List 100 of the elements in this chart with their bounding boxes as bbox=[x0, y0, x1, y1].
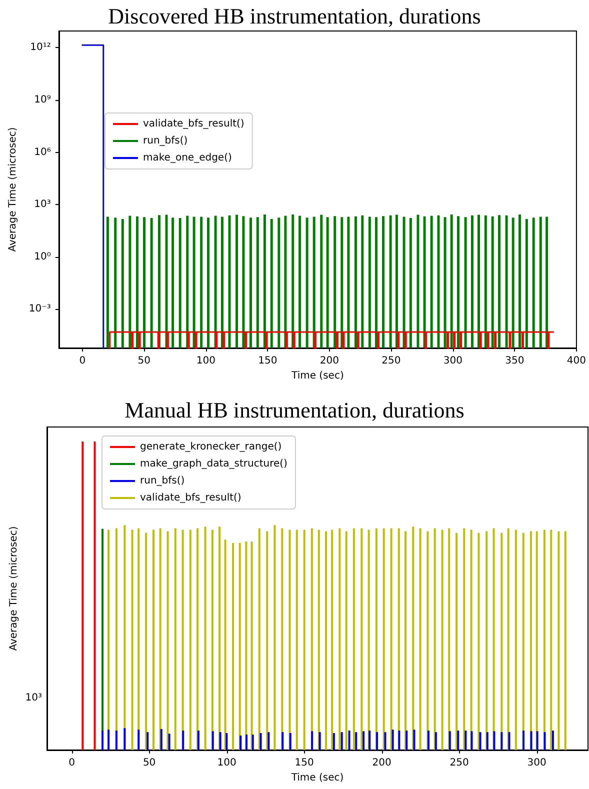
y-tick-label: 10⁶ bbox=[34, 146, 51, 158]
bar bbox=[558, 531, 560, 750]
x-tick-label: 400 bbox=[566, 356, 586, 366]
x-tick-label: 200 bbox=[372, 758, 392, 768]
bar bbox=[282, 732, 284, 750]
bar bbox=[552, 730, 554, 750]
bar bbox=[266, 531, 268, 750]
bar bbox=[493, 731, 496, 750]
bar bbox=[246, 734, 248, 750]
bar bbox=[448, 731, 451, 750]
bar bbox=[530, 531, 532, 750]
bar bbox=[479, 732, 482, 750]
bar bbox=[331, 530, 334, 750]
bar bbox=[507, 528, 510, 750]
bar bbox=[274, 525, 276, 750]
x-tick-label: 0 bbox=[68, 758, 75, 768]
bar bbox=[543, 530, 546, 750]
chart-title: Manual HB instrumentation, durations bbox=[124, 398, 464, 422]
bar bbox=[268, 732, 270, 750]
bar bbox=[448, 528, 450, 750]
x-axis-title: Time (sec) bbox=[290, 772, 344, 784]
x-tick-label: 50 bbox=[142, 758, 156, 768]
bar bbox=[536, 731, 538, 750]
legend-label: run_bfs() bbox=[143, 136, 188, 146]
x-tick-label: 100 bbox=[217, 758, 236, 768]
bar bbox=[360, 528, 363, 750]
bar bbox=[250, 541, 253, 750]
bar bbox=[348, 730, 350, 750]
legend-label: run_bfs() bbox=[140, 476, 185, 486]
bar bbox=[197, 730, 200, 750]
bar bbox=[204, 526, 206, 750]
chart-title: Discovered HB instrumentation, durations bbox=[108, 4, 481, 28]
legend-label: generate_kronecker_range() bbox=[140, 442, 282, 452]
legend-label: make_graph_data_structure() bbox=[140, 458, 288, 470]
bar bbox=[82, 442, 84, 750]
x-tick-label: 0 bbox=[79, 356, 86, 366]
bar bbox=[145, 532, 148, 750]
x-tick-label: 150 bbox=[294, 758, 314, 768]
bar bbox=[345, 531, 348, 750]
legend-label: validate_bfs_result() bbox=[143, 118, 244, 130]
legend-label: make_one_edge() bbox=[143, 152, 232, 164]
bar bbox=[219, 732, 222, 750]
bar bbox=[355, 732, 358, 750]
bar bbox=[159, 528, 162, 750]
bar bbox=[390, 528, 392, 750]
bar bbox=[296, 530, 298, 750]
bar bbox=[311, 731, 314, 750]
bar bbox=[168, 734, 170, 750]
bar bbox=[544, 732, 546, 750]
bar bbox=[218, 526, 221, 750]
bar bbox=[332, 733, 335, 750]
bar bbox=[536, 531, 538, 750]
bar bbox=[376, 732, 378, 750]
y-tick-label: 10⁻³ bbox=[28, 304, 51, 315]
bar bbox=[398, 730, 400, 750]
bar bbox=[115, 730, 118, 750]
x-tick-label: 200 bbox=[320, 356, 339, 366]
bar bbox=[232, 542, 234, 750]
bar bbox=[514, 530, 517, 750]
bar bbox=[412, 526, 414, 750]
bar bbox=[427, 730, 430, 750]
bar bbox=[368, 530, 370, 750]
x-tick-label: 250 bbox=[450, 758, 469, 768]
bar bbox=[146, 732, 149, 750]
x-tick-label: 150 bbox=[258, 356, 278, 366]
y-tick-label: 10⁰ bbox=[34, 251, 51, 262]
bar bbox=[325, 531, 328, 750]
bar bbox=[131, 530, 134, 750]
bar bbox=[318, 530, 320, 750]
bar bbox=[434, 528, 436, 750]
bar bbox=[522, 730, 525, 750]
y-tick-label: 10¹² bbox=[30, 42, 51, 54]
bar bbox=[340, 732, 343, 750]
x-tick-label: 250 bbox=[382, 356, 401, 366]
bar bbox=[196, 528, 199, 750]
bar bbox=[413, 730, 416, 750]
bar bbox=[550, 530, 552, 750]
bar bbox=[470, 731, 473, 750]
bar bbox=[441, 530, 444, 750]
x-tick-label: 50 bbox=[138, 356, 151, 366]
bar bbox=[138, 730, 140, 750]
bar bbox=[338, 528, 341, 750]
x-tick-label: 300 bbox=[443, 356, 462, 366]
bar bbox=[456, 532, 458, 750]
y-axis-title: Average Time (microsec) bbox=[8, 127, 18, 252]
bar bbox=[174, 528, 176, 750]
bar bbox=[182, 730, 184, 750]
bar bbox=[101, 730, 104, 750]
bar bbox=[160, 729, 162, 750]
bar bbox=[434, 732, 437, 750]
bar bbox=[508, 732, 510, 750]
x-tick-label: 350 bbox=[505, 356, 524, 366]
bar bbox=[238, 542, 241, 750]
bar bbox=[478, 532, 480, 750]
bar bbox=[384, 732, 386, 750]
bar bbox=[303, 530, 306, 750]
bar bbox=[419, 528, 422, 750]
bar bbox=[564, 531, 566, 750]
y-tick-label: 10³ bbox=[34, 199, 51, 210]
bar bbox=[224, 540, 226, 750]
